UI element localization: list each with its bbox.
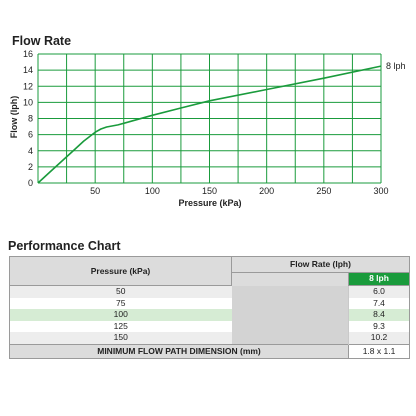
table-row: 50 6.0	[9, 285, 411, 344]
y-tick-label: 0	[28, 178, 33, 188]
pressure-column-header: Pressure (kPa)	[9, 256, 232, 286]
series-line	[37, 65, 382, 184]
y-tick-label: 12	[23, 81, 33, 91]
pressure-cell: 125	[9, 320, 232, 332]
flow-cell: 6.0	[347, 285, 411, 298]
x-tick-label: 150	[202, 186, 217, 196]
y-tick-label: 8	[28, 114, 33, 124]
flow-rate-column-header: Flow Rate (lph)	[230, 256, 411, 273]
selected-model-header: 8 lph	[347, 271, 411, 287]
chart-grid	[37, 53, 382, 184]
flow-cell: 8.4	[347, 309, 411, 321]
y-tick-label: 10	[23, 97, 33, 107]
pressure-cell: 150	[9, 332, 232, 344]
flow-cell: 7.4	[347, 297, 411, 309]
table-footer-row: MINIMUM FLOW PATH DIMENSION (mm) 1.8 x 1.…	[9, 343, 411, 359]
x-axis-label: Pressure (kPa)	[178, 198, 241, 208]
y-tick-label: 16	[23, 49, 33, 59]
table-row: 100 8.4	[9, 309, 411, 321]
x-tick-label: 200	[259, 186, 274, 196]
performance-table: Pressure (kPa) Flow Rate (lph) 8 lph 50 6…	[9, 256, 411, 359]
table-row: 75 7.4	[9, 297, 411, 309]
pressure-cell: 100	[9, 309, 232, 321]
blank-column-cell	[231, 285, 349, 344]
performance-chart-title: Performance Chart	[8, 239, 121, 253]
pressure-cell: 50	[9, 285, 232, 298]
table-header-row: Pressure (kPa) Flow Rate (lph)	[9, 256, 411, 286]
min-flow-path-value: 1.8 x 1.1	[347, 343, 411, 359]
flow-cell: 10.2	[347, 332, 411, 344]
table-row: 125 9.3	[9, 320, 411, 332]
y-tick-label: 4	[28, 146, 33, 156]
x-tick-label: 300	[373, 186, 388, 196]
x-tick-label: 100	[145, 186, 160, 196]
flow-cell: 9.3	[347, 320, 411, 332]
y-tick-label: 2	[28, 162, 33, 172]
y-tick-label: 6	[28, 130, 33, 140]
x-tick-label: 250	[316, 186, 331, 196]
x-tick-label: 50	[90, 186, 100, 196]
y-tick-label: 14	[23, 65, 33, 75]
chart-series: 8 lph	[37, 61, 406, 184]
table-subheader-row: 8 lph	[10, 271, 411, 287]
min-flow-path-label: MINIMUM FLOW PATH DIMENSION (mm)	[9, 343, 349, 359]
flow-rate-chart: 0 2 4 6 8 10 12 14 16 50 100 150 200 250 300 8 lph Pre…	[9, 49, 406, 208]
axis-ticks: 0 2 4 6 8 10 12 14 16 50 100 150 200 250 300	[23, 49, 389, 196]
pressure-cell: 75	[9, 297, 232, 309]
table-row: 150 10.2	[9, 332, 411, 344]
series-label: 8 lph	[386, 61, 406, 71]
chart-title: Flow Rate	[12, 34, 72, 48]
y-axis-label: Flow (lph)	[9, 96, 19, 139]
subheader-spacer	[231, 272, 349, 286]
